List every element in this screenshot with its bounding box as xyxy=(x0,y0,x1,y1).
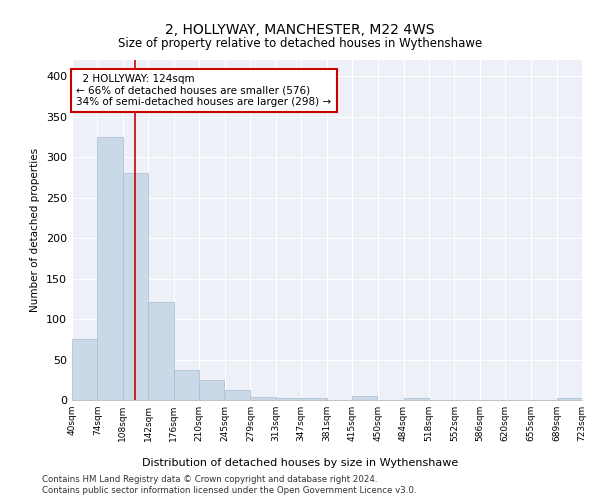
Bar xyxy=(173,370,199,400)
Bar xyxy=(148,302,173,400)
Bar xyxy=(123,174,148,400)
Bar xyxy=(276,398,301,400)
Text: Size of property relative to detached houses in Wythenshawe: Size of property relative to detached ho… xyxy=(118,38,482,51)
Text: Contains HM Land Registry data © Crown copyright and database right 2024.: Contains HM Land Registry data © Crown c… xyxy=(42,475,377,484)
Bar xyxy=(557,398,582,400)
Bar xyxy=(404,398,429,400)
Text: Distribution of detached houses by size in Wythenshawe: Distribution of detached houses by size … xyxy=(142,458,458,468)
Bar xyxy=(199,380,224,400)
Bar xyxy=(301,398,326,400)
Text: 2, HOLLYWAY, MANCHESTER, M22 4WS: 2, HOLLYWAY, MANCHESTER, M22 4WS xyxy=(165,22,435,36)
Bar xyxy=(250,397,276,400)
Bar xyxy=(97,137,123,400)
Bar xyxy=(72,340,97,400)
Y-axis label: Number of detached properties: Number of detached properties xyxy=(31,148,40,312)
Bar xyxy=(352,396,377,400)
Text: 2 HOLLYWAY: 124sqm
← 66% of detached houses are smaller (576)
34% of semi-detach: 2 HOLLYWAY: 124sqm ← 66% of detached hou… xyxy=(76,74,332,107)
Text: Contains public sector information licensed under the Open Government Licence v3: Contains public sector information licen… xyxy=(42,486,416,495)
Bar xyxy=(225,390,250,400)
